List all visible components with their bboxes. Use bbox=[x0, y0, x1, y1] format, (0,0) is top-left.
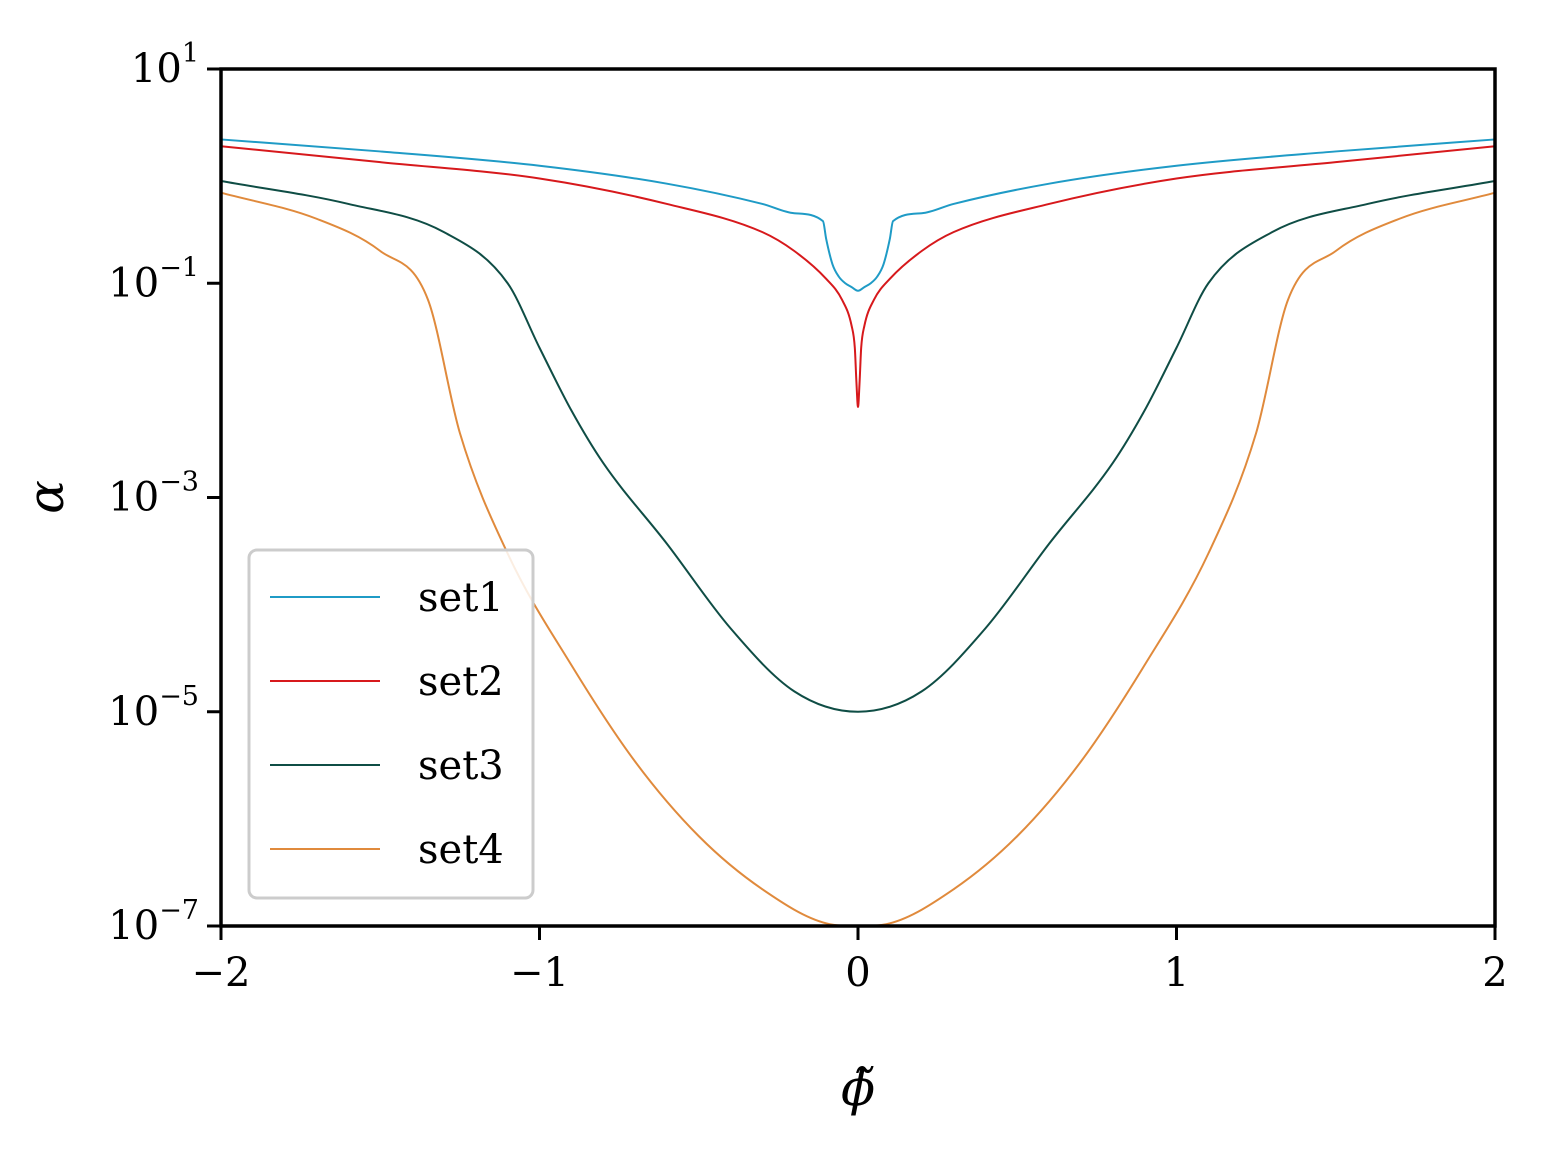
x-tick-label: 0 bbox=[845, 950, 870, 996]
x-axis: −2 −1 0 1 2 bbox=[192, 926, 1508, 996]
legend-box bbox=[247, 548, 535, 900]
series-line-set3 bbox=[220, 180, 1496, 713]
legend-label-set2: set2 bbox=[418, 659, 504, 705]
x-tick-label: −1 bbox=[510, 950, 569, 996]
x-tick-label: 2 bbox=[1482, 950, 1507, 996]
x-axis-label: ϕ̃ bbox=[841, 1059, 875, 1117]
legend-label-set3: set3 bbox=[418, 743, 504, 789]
y-tick-label: 10−1 bbox=[108, 252, 199, 306]
y-axis: 10−7 10−5 10−3 10−1 101 bbox=[108, 38, 221, 949]
y-tick-label: 10−5 bbox=[108, 681, 199, 735]
y-tick-label: 101 bbox=[131, 38, 199, 92]
legend-label-set4: set4 bbox=[418, 827, 504, 873]
legend-label-set1: set1 bbox=[418, 575, 504, 621]
legend: set1 set2 set3 set4 bbox=[247, 548, 535, 900]
y-tick-label: 10−7 bbox=[108, 895, 199, 949]
y-tick-label: 10−3 bbox=[108, 467, 199, 521]
y-axis-label: α bbox=[17, 480, 75, 514]
x-tick-label: 1 bbox=[1164, 950, 1189, 996]
series-line-set2 bbox=[220, 145, 1496, 408]
series-line-set1 bbox=[220, 138, 1496, 292]
x-tick-label: −2 bbox=[192, 950, 251, 996]
